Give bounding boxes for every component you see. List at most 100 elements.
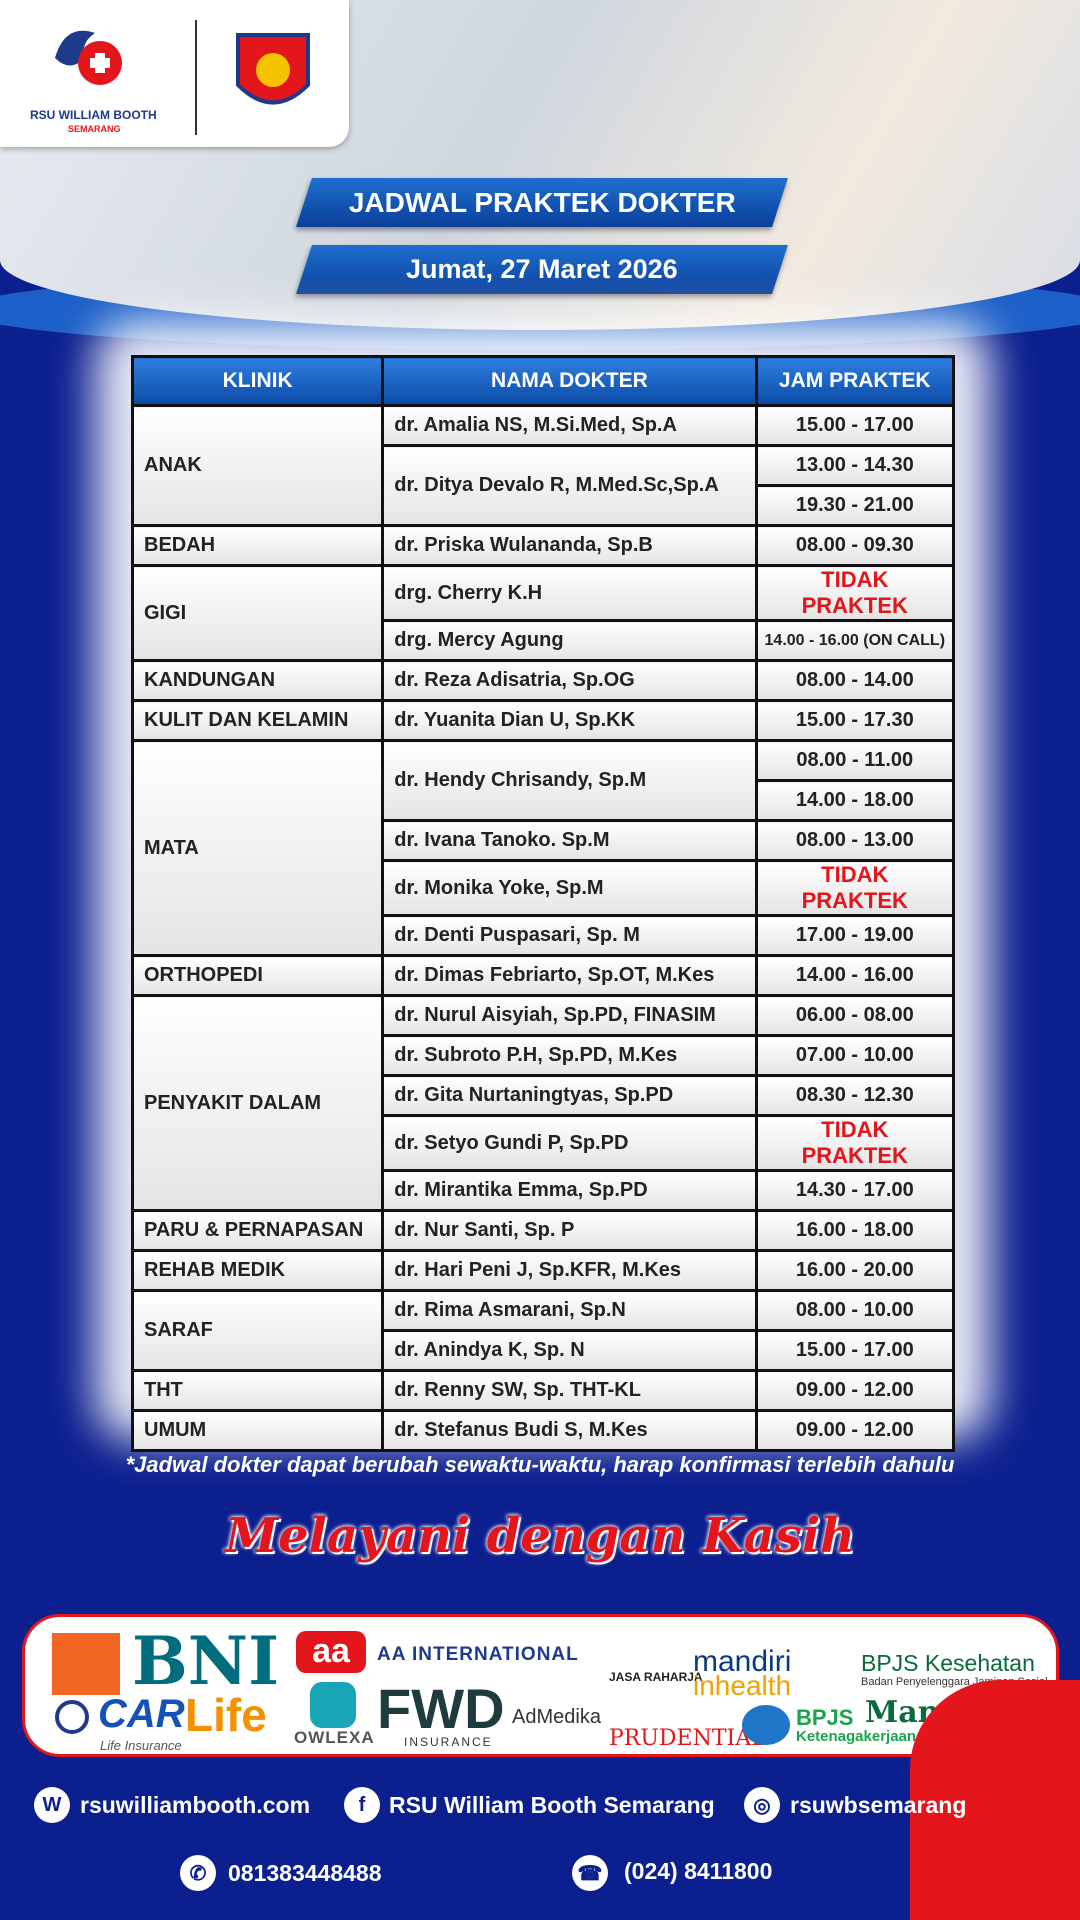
partner-aa: aa xyxy=(296,1631,366,1673)
schedule-row: MATA dr. Hendy Chrisandy, Sp.M 08.00 - 11.… xyxy=(130,739,956,957)
clinic: REHAB MEDIK xyxy=(130,1249,385,1292)
schedule-row: dr. Ditya Devalo R, M.Med.Sc,Sp.A 13.00 -… xyxy=(133,444,956,527)
clinic: PARU & PERNAPASAN xyxy=(130,1209,385,1252)
practice-hours: 15.00 - 17.30 xyxy=(754,699,956,742)
partner-mandiri: mandiri xyxy=(693,1645,792,1678)
doctor: dr. Subroto P.H, Sp.PD, M.Kes xyxy=(381,1034,758,1077)
salvation-army-logo xyxy=(236,33,310,105)
doctor: dr. Monika Yoke, Sp.M xyxy=(381,859,758,917)
doctor: dr. Anindya K, Sp. N xyxy=(381,1329,758,1372)
clinic: GIGI xyxy=(130,564,385,662)
whatsapp-icon: ✆ xyxy=(180,1855,216,1891)
clinic: KULIT DAN KELAMIN xyxy=(130,699,385,742)
practice-hours: 14.00 - 16.00 xyxy=(754,954,956,997)
practice-hours: 09.00 - 12.00 xyxy=(754,1409,956,1452)
doctor: drg. Cherry K.H xyxy=(381,564,758,622)
doctor: dr. Reza Adisatria, Sp.OG xyxy=(381,659,758,702)
practice-hours: 16.00 - 20.00 xyxy=(754,1249,956,1292)
title: JADWAL PRAKTEK DOKTER xyxy=(348,186,736,218)
hospital-logo xyxy=(55,30,122,85)
instagram[interactable]: rsuwbsemarang xyxy=(790,1792,967,1818)
schedule-row: dr. Setyo Gundi P, Sp.PD TIDAK PRAKTEK xyxy=(133,1114,956,1172)
logo-box: RSU WILLIAM BOOTH SEMARANG xyxy=(0,0,349,147)
schedule-row: dr. Mirantika Emma, Sp.PD 14.30 - 17.00 xyxy=(133,1169,956,1212)
schedule-row: THT dr. Renny SW, Sp. THT-KL 09.00 - 12.00 xyxy=(130,1369,956,1412)
practice-hours: TIDAK PRAKTEK xyxy=(754,1114,956,1172)
instagram-icon: ◎ xyxy=(744,1787,780,1823)
note: *Jadwal dokter dapat berubah sewaktu-wak… xyxy=(125,1452,955,1477)
practice-hours: 17.00 - 19.00 xyxy=(754,914,956,957)
schedule-row: SARAF dr. Rima Asmarani, Sp.N 08.00 - 10.0… xyxy=(130,1289,956,1372)
schedule-row: 19.30 - 21.00 xyxy=(133,484,956,527)
column-header: JAM PRAKTEK xyxy=(754,355,956,407)
schedule-row: dr. Anindya K, Sp. N 15.00 - 17.00 xyxy=(133,1329,956,1372)
practice-hours: 08.30 - 12.30 xyxy=(754,1074,956,1117)
doctor: dr. Rima Asmarani, Sp.N xyxy=(381,1289,758,1332)
schedule-table: KLINIK NAMA DOKTER JAM PRAKTEK ANAK dr. A… xyxy=(130,355,956,1452)
schedule-row: UMUM dr. Stefanus Budi S, M.Kes 09.00 - 12… xyxy=(130,1409,956,1452)
schedule-row: dr. Ivana Tanoko. Sp.M 08.00 - 13.00 xyxy=(133,819,956,862)
schedule-row: REHAB MEDIK dr. Hari Peni J, Sp.KFR, M.Ke… xyxy=(130,1249,956,1292)
schedule-row: 14.00 - 18.00 xyxy=(133,779,956,822)
phone[interactable]: (024) 8411800 xyxy=(624,1858,773,1884)
doctor: dr. Ditya Devalo R, M.Med.Sc,Sp.A xyxy=(381,444,758,527)
schedule-row: BEDAH dr. Priska Wulananda, Sp.B 08.00 - 0… xyxy=(130,524,956,567)
column-header: KLINIK xyxy=(130,355,385,407)
facebook[interactable]: RSU William Booth Semarang xyxy=(389,1792,715,1818)
clinic: MATA xyxy=(130,739,385,957)
partner-bpjs-kesehatan: BPJS Kesehatan xyxy=(861,1650,1035,1676)
clinic: KANDUNGAN xyxy=(130,659,385,702)
bpjs-tk-logo xyxy=(742,1705,790,1745)
partner-aa-international: AA INTERNATIONAL xyxy=(377,1644,579,1665)
website[interactable]: rsuwilliambooth.com xyxy=(80,1792,311,1818)
practice-hours: 06.00 - 08.00 xyxy=(754,994,956,1037)
practice-hours: 13.00 - 14.30 xyxy=(754,444,956,487)
practice-hours: 15.00 - 17.00 xyxy=(754,404,956,447)
column-header: NAMA DOKTER xyxy=(381,355,758,407)
practice-hours: 14.00 - 16.00 (ON CALL) xyxy=(754,619,956,662)
schedule-row: KANDUNGAN dr. Reza Adisatria, Sp.OG 08.00 … xyxy=(130,659,956,702)
date-banner: Jumat, 27 Maret 2026 xyxy=(296,245,788,294)
phone-icon: ☎ xyxy=(572,1855,608,1891)
partner-bpjs-tk-sub: Ketenagakerjaan xyxy=(796,1728,917,1745)
practice-hours: 16.00 - 18.00 xyxy=(754,1209,956,1252)
doctor: dr. Stefanus Budi S, M.Kes xyxy=(381,1409,758,1452)
practice-hours: 08.00 - 09.30 xyxy=(754,524,956,567)
facebook-icon: f xyxy=(344,1787,380,1823)
partners-box xyxy=(22,1614,1059,1757)
partner-jasa-raharja: JASA RAHARJA xyxy=(609,1670,703,1684)
practice-hours: TIDAK PRAKTEK xyxy=(754,859,956,917)
schedule-row: dr. Subroto P.H, Sp.PD, M.Kes 07.00 - 10.… xyxy=(133,1034,956,1077)
practice-hours: 15.00 - 17.00 xyxy=(754,1329,956,1372)
partner-inhealth: inhealth xyxy=(693,1670,792,1701)
partner-bni: BNI xyxy=(132,1622,279,1700)
doctor: dr. Priska Wulananda, Sp.B xyxy=(381,524,758,567)
doctor: dr. Hari Peni J, Sp.KFR, M.Kes xyxy=(381,1249,758,1292)
schedule-row: drg. Mercy Agung 14.00 - 16.00 (ON CALL) xyxy=(133,619,956,662)
clinic: PENYAKIT DALAM xyxy=(130,994,385,1212)
divider xyxy=(195,20,197,135)
doctor: dr. Gita Nurtaningtyas, Sp.PD xyxy=(381,1074,758,1117)
hospital-name: RSU WILLIAM BOOTH xyxy=(30,108,157,122)
partner-fwd: FWD xyxy=(377,1677,505,1740)
clinic: UMUM xyxy=(130,1409,385,1452)
doctor: dr. Setyo Gundi P, Sp.PD xyxy=(381,1114,758,1172)
doctor: dr. Hendy Chrisandy, Sp.M xyxy=(381,739,758,822)
doctor: dr. Amalia NS, M.Si.Med, Sp.A xyxy=(381,404,758,447)
whatsapp[interactable]: 081383448488 xyxy=(228,1860,382,1886)
schedule-row: dr. Denti Puspasari, Sp. M 17.00 - 19.00 xyxy=(133,914,956,957)
partner-life: Life xyxy=(185,1689,267,1741)
clinic: SARAF xyxy=(130,1289,385,1372)
doctor: dr. Ivana Tanoko. Sp.M xyxy=(381,819,758,862)
practice-hours: 08.00 - 10.00 xyxy=(754,1289,956,1332)
doctor: drg. Mercy Agung xyxy=(381,619,758,662)
partner-admedika: AdMedika xyxy=(512,1706,601,1728)
partner-car: CAR xyxy=(98,1692,185,1736)
schedule-row: GIGI drg. Cherry K.H TIDAK PRAKTEK xyxy=(130,564,956,662)
clinic: BEDAH xyxy=(130,524,385,567)
web-icon: W xyxy=(34,1787,70,1823)
slogan: Melayani dengan Kasih xyxy=(224,1508,856,1564)
schedule-row: dr. Gita Nurtaningtyas, Sp.PD 08.30 - 12.… xyxy=(133,1074,956,1117)
doctor: dr. Mirantika Emma, Sp.PD xyxy=(381,1169,758,1212)
